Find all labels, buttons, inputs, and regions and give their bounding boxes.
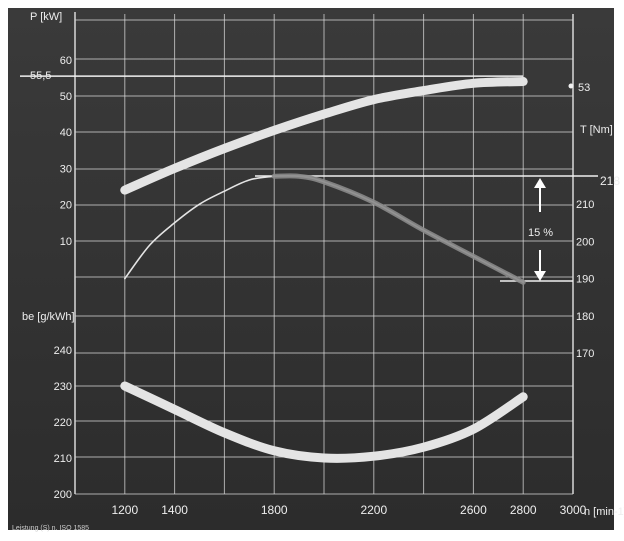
power-ref-label: 55,5 xyxy=(30,70,51,82)
torque-axis-label: T [Nm] xyxy=(580,124,613,136)
x-axis-label: n [min-1] xyxy=(584,506,624,518)
fuel-tick-label: 240 xyxy=(54,345,72,357)
power-tick-label: 50 xyxy=(60,91,72,103)
torque-tick-label: 190 xyxy=(576,274,594,286)
x-tick-label: 1800 xyxy=(261,503,288,517)
reserve-annotation: 15 % xyxy=(528,227,553,239)
x-tick-label: 2200 xyxy=(360,503,387,517)
x-tick-label: 3000 xyxy=(560,503,587,517)
footnote: Leistung (S) n. ISO 1585 xyxy=(12,525,89,532)
fuel-tick-label: 210 xyxy=(54,453,72,465)
power-axis-label: P [kW] xyxy=(30,11,62,23)
power-tick-label: 30 xyxy=(60,163,72,175)
x-tick-label: 2800 xyxy=(510,503,537,517)
x-tick-label: 1200 xyxy=(111,503,138,517)
x-tick-label: 1400 xyxy=(161,503,188,517)
torque-tick-label: 210 xyxy=(576,199,594,211)
fuel-tick-label: 220 xyxy=(54,417,72,429)
power-tick-label: 20 xyxy=(60,200,72,212)
power-tick-label: 60 xyxy=(60,55,72,67)
torque-peak-label: 218 xyxy=(600,174,620,188)
torque-tick-label: 170 xyxy=(576,348,594,360)
fuel-tick-label: 200 xyxy=(54,489,72,501)
torque-tick-label: 180 xyxy=(576,311,594,323)
x-tick-label: 2600 xyxy=(460,503,487,517)
power-tick-label: 10 xyxy=(60,236,72,248)
power-marker-dot xyxy=(569,84,574,89)
fuel-tick-label: 230 xyxy=(54,381,72,393)
torque-tick-label: 200 xyxy=(576,236,594,248)
power-marker-label: 53 xyxy=(578,82,590,94)
power-tick-label: 40 xyxy=(60,127,72,139)
fuel-axis-label: be [g/kWh] xyxy=(22,311,75,323)
